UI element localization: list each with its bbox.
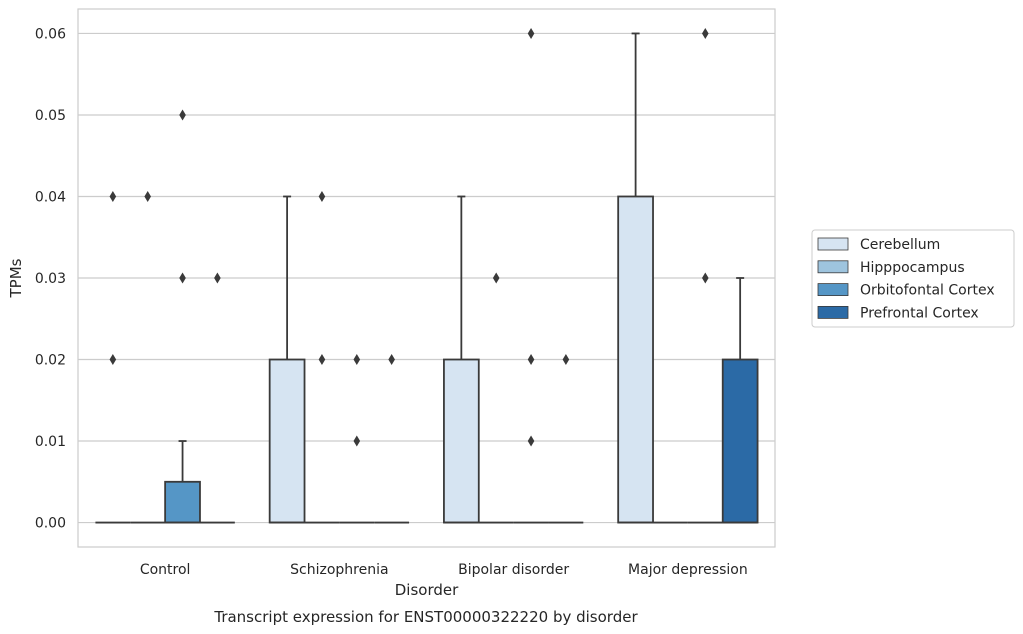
legend-swatch [817,260,849,274]
outlier-point [353,435,361,447]
legend: Cerebellum Hipppocampus Orbitofontal Corte… [811,229,1015,328]
legend-swatch [817,283,849,297]
y-tick-label: 0.05 [35,108,66,124]
x-tick-label: Schizophrenia [290,562,388,578]
legend-entry-label: Prefrontal Cortex [860,305,979,321]
outlier-point [109,190,117,202]
y-axis-label: TPMs [7,258,25,298]
y-tick-label: 0.02 [35,353,66,369]
y-tick-labels: 0.00 0.01 0.02 0.03 0.04 0.05 0.06 [35,26,66,531]
outlier-point [318,190,326,202]
outlier-point [492,272,500,284]
x-tick-label: Major depression [628,562,748,578]
box-series [95,27,759,524]
outlier-point [179,272,186,284]
outlier-point [179,109,186,121]
x-axis-label: Disorder [395,581,459,599]
y-tick-label: 0.01 [35,434,66,450]
y-tick-label: 0.00 [35,516,66,532]
legend-swatch [817,305,849,319]
legend-entry-label: Orbitofontal Cortex [860,283,995,299]
x-tick-labels: Control Schizophrenia Bipolar disorder Majo… [140,562,748,578]
outlier-point [388,354,395,366]
y-tick-label: 0.06 [35,26,66,42]
box [443,358,480,524]
outlier-point [527,27,535,39]
outlier-point [562,354,570,366]
box [268,358,306,524]
plot-frame [77,8,776,548]
y-tick-label: 0.04 [35,189,66,205]
chart-caption: Transcript expression for ENST0000032222… [213,608,638,626]
outlier-point [702,272,709,284]
box [164,480,201,524]
outlier-point [144,190,151,202]
outlier-point [702,27,709,39]
y-tick-label: 0.03 [35,271,66,287]
outlier-point [527,354,535,366]
legend-entry-label: Cerebellum [860,237,940,253]
legend-frame [811,229,1015,328]
legend-entry-label: Hipppocampus [860,260,965,276]
box [617,195,654,524]
box [721,358,759,524]
x-tick-label: Bipolar disorder [458,562,569,578]
outlier-point [353,354,361,366]
x-tick-label: Control [140,562,191,578]
outlier-point [318,354,326,366]
outlier-point [214,272,221,284]
outlier-point [527,435,535,447]
legend-swatch [817,237,849,251]
outlier-point [109,354,117,366]
